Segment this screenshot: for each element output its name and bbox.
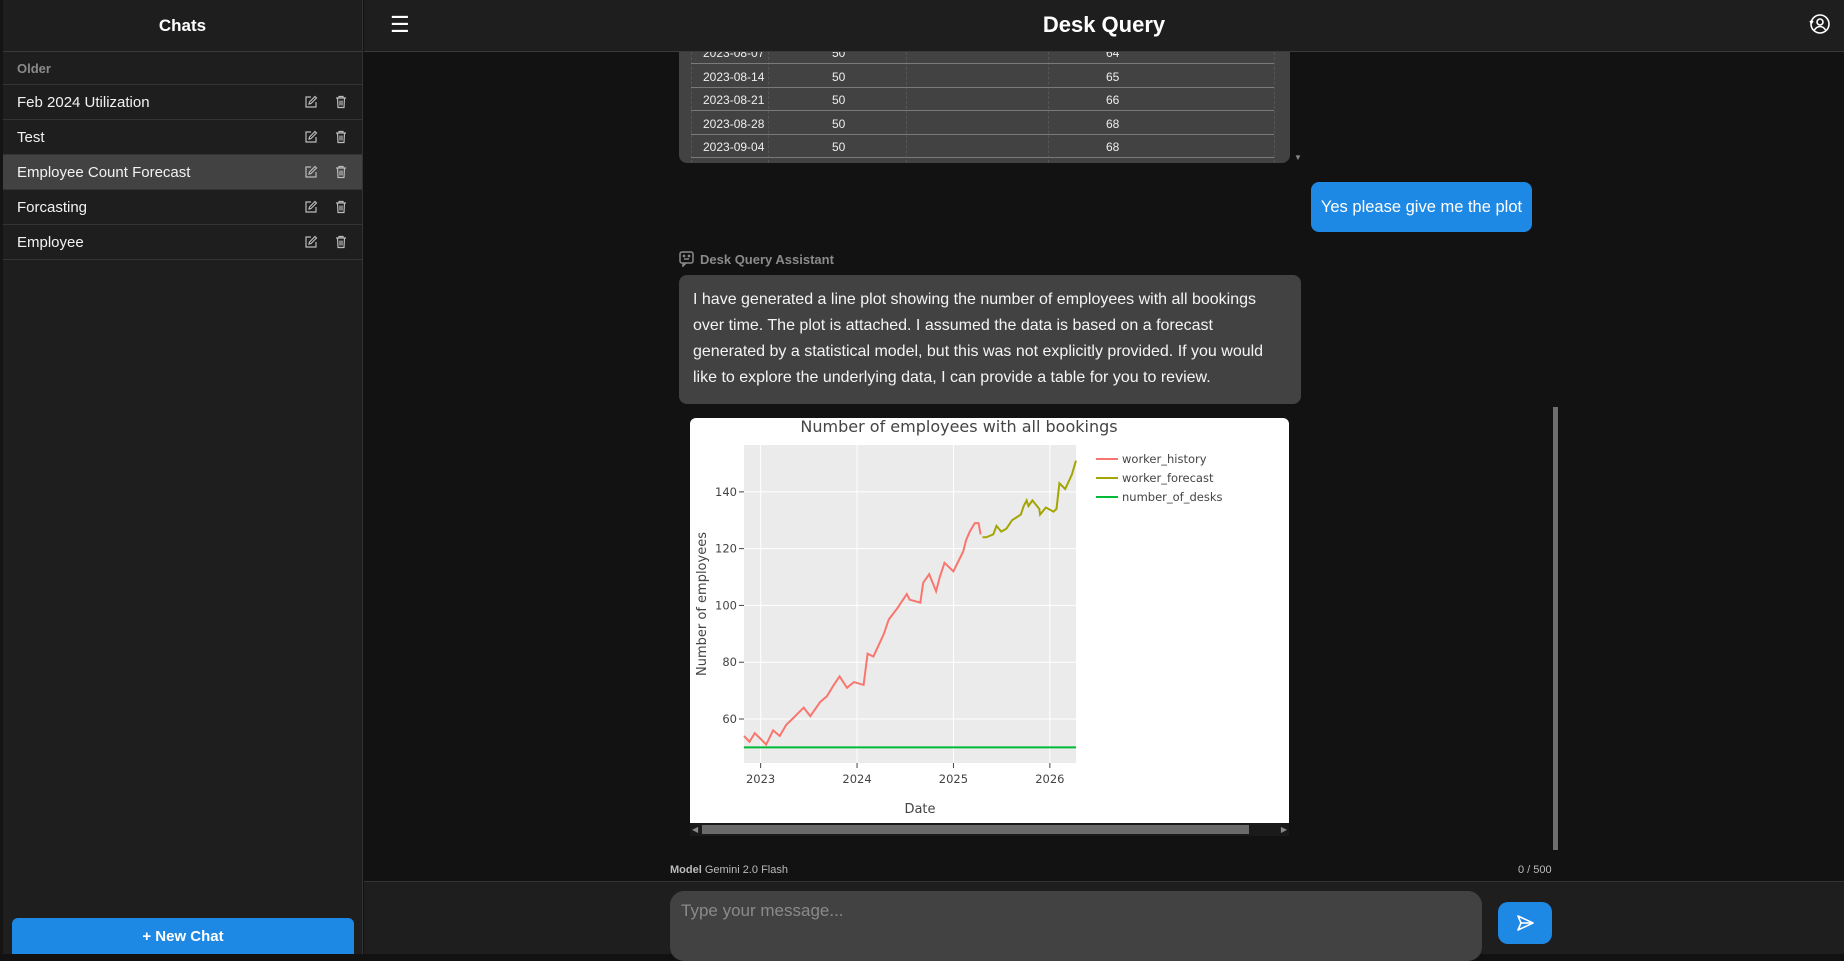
char-count: 0 / 500	[1518, 864, 1552, 876]
model-indicator: Model Gemini 2.0 Flash	[670, 864, 788, 876]
send-button[interactable]	[1498, 902, 1552, 944]
new-chat-button[interactable]: + New Chat	[12, 918, 354, 954]
table-cell: 50	[832, 69, 846, 84]
user-settings-icon[interactable]	[1808, 12, 1832, 36]
send-icon	[1517, 915, 1534, 931]
table-cell: 68	[1106, 116, 1120, 131]
sidebar: Chats Older Feb 2024 Utilization Test Empl…	[0, 0, 363, 954]
trash-icon[interactable]	[334, 200, 348, 214]
plot-area	[744, 445, 1076, 763]
edit-icon[interactable]	[304, 95, 318, 109]
table-cell: 50	[832, 116, 846, 131]
top-header: ☰ Desk Query	[364, 0, 1844, 52]
sidebar-edge	[0, 0, 3, 954]
table-cell: 50	[832, 140, 846, 154]
x-tick-label: 2024	[842, 772, 871, 786]
table-row: 2023-08-28 50 68	[691, 112, 1274, 135]
trash-icon[interactable]	[334, 130, 348, 144]
table-cell: 2023-08-28	[703, 116, 765, 131]
edit-icon[interactable]	[304, 165, 318, 179]
table-cell: 2023-08-21	[703, 93, 765, 107]
data-table: 2023-08-07 50 64 2023-08-14 50 65 2023-08-21 50…	[679, 52, 1290, 163]
x-tick-label: 2026	[1035, 772, 1064, 786]
user-message: Yes please give me the plot	[1311, 182, 1532, 232]
chat-item[interactable]: Forcasting	[3, 190, 362, 225]
table-row: 2023-08-07 50 64	[691, 52, 1274, 64]
table-scroll-down-arrow[interactable]: ▼	[1294, 153, 1302, 162]
chat-item-label: Employee	[17, 233, 84, 251]
legend-label: worker_forecast	[1122, 471, 1214, 485]
series-line-worker_history	[743, 522, 982, 747]
chat-item[interactable]: Feb 2024 Utilization	[3, 85, 362, 120]
chat-item-label: Forcasting	[17, 198, 88, 216]
y-tick-label: 80	[722, 655, 737, 669]
table-row: 2023-09-04 50 68	[691, 135, 1274, 158]
chart-title: Number of employees with all bookings	[800, 418, 1117, 436]
chat-item[interactable]: Employee Count Forecast	[3, 155, 362, 190]
table-cell: 66	[1106, 93, 1120, 107]
trash-icon[interactable]	[334, 165, 348, 179]
table-cell: 64	[1106, 52, 1120, 60]
table-cell: 2023-08-14	[703, 69, 765, 84]
table-cell: 50	[832, 93, 846, 107]
x-axis-label: Date	[904, 802, 935, 817]
y-axis-label: Number of employees	[695, 532, 710, 676]
chat-item[interactable]: Test	[3, 120, 362, 155]
assistant-message: I have generated a line plot showing the…	[679, 275, 1301, 404]
chat-item-label: Employee Count Forecast	[17, 163, 191, 181]
trash-icon[interactable]	[334, 95, 348, 109]
assistant-name: Desk Query Assistant	[700, 251, 834, 267]
legend-label: worker_history	[1122, 452, 1207, 466]
assistant-label: Desk Query Assistant	[679, 251, 834, 267]
line-chart: 60 80 100 120 140 2023 2024 2025 2026 worker_hist…	[695, 418, 1223, 817]
edit-icon[interactable]	[304, 235, 318, 249]
y-tick-label: 100	[715, 598, 737, 612]
y-tick-label: 140	[715, 485, 737, 499]
hamburger-icon[interactable]: ☰	[390, 12, 410, 37]
table-row: 2023-08-14 50 65	[691, 65, 1274, 88]
x-tick-label: 2023	[746, 772, 775, 786]
sidebar-title: Chats	[3, 0, 362, 52]
section-label-older: Older	[3, 52, 362, 85]
table-cell: 2023-09-04	[703, 140, 765, 154]
model-value: Gemini 2.0 Flash	[704, 864, 788, 876]
table-cell: 65	[1106, 69, 1120, 84]
table-cell: 50	[832, 52, 846, 60]
table-cell: 2023-08-07	[703, 52, 765, 60]
scrollbar-thumb[interactable]	[702, 825, 1249, 834]
y-tick-label: 120	[715, 542, 737, 556]
edit-icon[interactable]	[304, 130, 318, 144]
table-cell: 68	[1106, 140, 1120, 154]
assistant-bot-icon	[679, 251, 694, 267]
legend-label: number_of_desks	[1122, 490, 1223, 504]
edit-icon[interactable]	[304, 200, 318, 214]
series-line-worker_forecast	[982, 460, 1077, 539]
model-label: Model	[670, 864, 702, 876]
app-title: Desk Query	[1042, 12, 1166, 37]
chat-item-label: Feb 2024 Utilization	[17, 93, 150, 111]
chat-item-label: Test	[17, 128, 45, 146]
trash-icon[interactable]	[334, 235, 348, 249]
x-tick-label: 2025	[939, 772, 968, 786]
chart-card: 60 80 100 120 140 2023 2024 2025 2026 worker_hist…	[690, 418, 1289, 823]
chat-vertical-scrollbar[interactable]	[1553, 407, 1558, 850]
chat-item[interactable]: Employee	[3, 225, 362, 260]
chart-horizontal-scrollbar[interactable]: ◀ ▶	[690, 823, 1289, 836]
message-input[interactable]	[670, 891, 1482, 961]
table-row: 2023-08-21 50 66	[691, 88, 1274, 111]
y-tick-label: 60	[722, 712, 737, 726]
